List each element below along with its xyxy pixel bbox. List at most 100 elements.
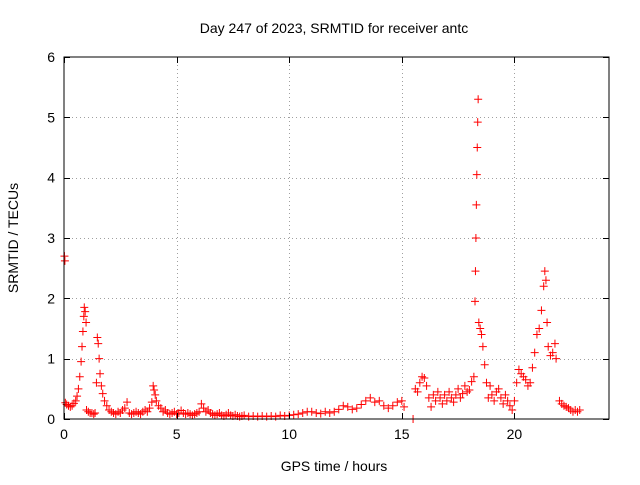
data-point — [474, 318, 483, 327]
chart-title: Day 247 of 2023, SRMTID for receiver ant… — [200, 20, 468, 36]
data-point — [438, 399, 447, 408]
data-point — [91, 408, 100, 417]
data-point — [472, 170, 481, 179]
data-point — [357, 400, 366, 409]
data-point — [496, 393, 505, 402]
data-point — [199, 404, 208, 413]
data-point — [152, 396, 161, 405]
data-point — [424, 393, 433, 402]
data-point — [465, 386, 474, 395]
data-point — [418, 372, 427, 381]
data-point — [512, 378, 521, 387]
data-point — [400, 402, 409, 411]
data-point — [471, 234, 480, 242]
data-point — [552, 354, 561, 363]
data-point — [240, 411, 249, 420]
data-point — [436, 393, 445, 402]
data-point — [149, 381, 158, 390]
x-tick-label: 15 — [394, 426, 410, 442]
data-point — [473, 118, 482, 127]
data-point — [433, 387, 442, 396]
data-point — [514, 365, 523, 374]
data-point — [471, 297, 480, 306]
data-point — [539, 282, 548, 291]
data-point — [393, 398, 402, 407]
data-point — [471, 267, 480, 276]
data-point — [94, 339, 103, 348]
data-point — [501, 390, 510, 399]
x-axis-label: GPS time / hours — [281, 458, 388, 474]
data-point — [449, 398, 458, 407]
data-point — [197, 399, 206, 408]
data-point — [540, 267, 549, 276]
data-point — [78, 327, 87, 336]
data-point — [77, 357, 86, 366]
data-point — [312, 408, 321, 417]
data-point — [388, 401, 397, 410]
data-point — [98, 389, 107, 398]
data-point — [476, 324, 485, 333]
data-point — [321, 407, 330, 416]
data-point — [145, 404, 154, 413]
data-point — [472, 200, 481, 209]
data-point — [499, 399, 508, 408]
data-point — [494, 384, 503, 393]
data-point — [505, 401, 514, 410]
data-point — [473, 143, 482, 152]
data-point — [445, 387, 454, 396]
data-point — [348, 405, 357, 414]
data-point — [370, 398, 379, 407]
data-point — [334, 405, 343, 414]
data-point — [458, 389, 467, 398]
data-point — [379, 401, 388, 410]
data-point — [71, 396, 80, 405]
data-point — [467, 377, 476, 386]
y-tick-label: 3 — [47, 230, 55, 246]
data-point — [478, 342, 487, 351]
data-point — [456, 393, 465, 402]
data-point — [352, 404, 361, 413]
data-point — [543, 318, 552, 327]
data-point — [366, 393, 375, 402]
data-point — [384, 404, 393, 413]
data-point — [532, 330, 541, 339]
data-point — [487, 390, 496, 399]
data-point — [151, 390, 160, 399]
data-point — [123, 398, 132, 407]
data-point — [294, 410, 303, 419]
data-point — [93, 333, 102, 342]
data-point — [469, 372, 478, 381]
data-point — [486, 381, 495, 390]
data-point — [526, 378, 535, 387]
data-point — [343, 402, 352, 411]
data-points — [60, 95, 584, 423]
data-point — [92, 378, 101, 387]
data-point — [100, 396, 109, 405]
y-tick-label: 4 — [47, 170, 55, 186]
data-point — [550, 339, 559, 348]
y-tick-label: 6 — [47, 49, 55, 65]
x-tick-label: 10 — [281, 426, 297, 442]
data-point — [541, 276, 550, 285]
data-point — [440, 390, 449, 399]
data-point — [535, 324, 544, 333]
data-point — [503, 396, 512, 405]
x-tick-label: 0 — [60, 426, 68, 442]
data-point — [316, 409, 325, 418]
data-point — [74, 384, 83, 393]
data-point — [431, 396, 440, 405]
data-point — [361, 396, 370, 405]
data-point — [97, 381, 106, 390]
data-point — [442, 396, 451, 405]
data-point — [80, 303, 89, 312]
data-point — [66, 402, 75, 411]
data-point — [490, 396, 499, 405]
data-point — [276, 411, 285, 420]
data-point — [325, 408, 334, 417]
data-point — [508, 405, 517, 414]
data-point — [81, 307, 90, 316]
y-tick-label: 5 — [47, 109, 55, 125]
data-point — [415, 378, 424, 387]
